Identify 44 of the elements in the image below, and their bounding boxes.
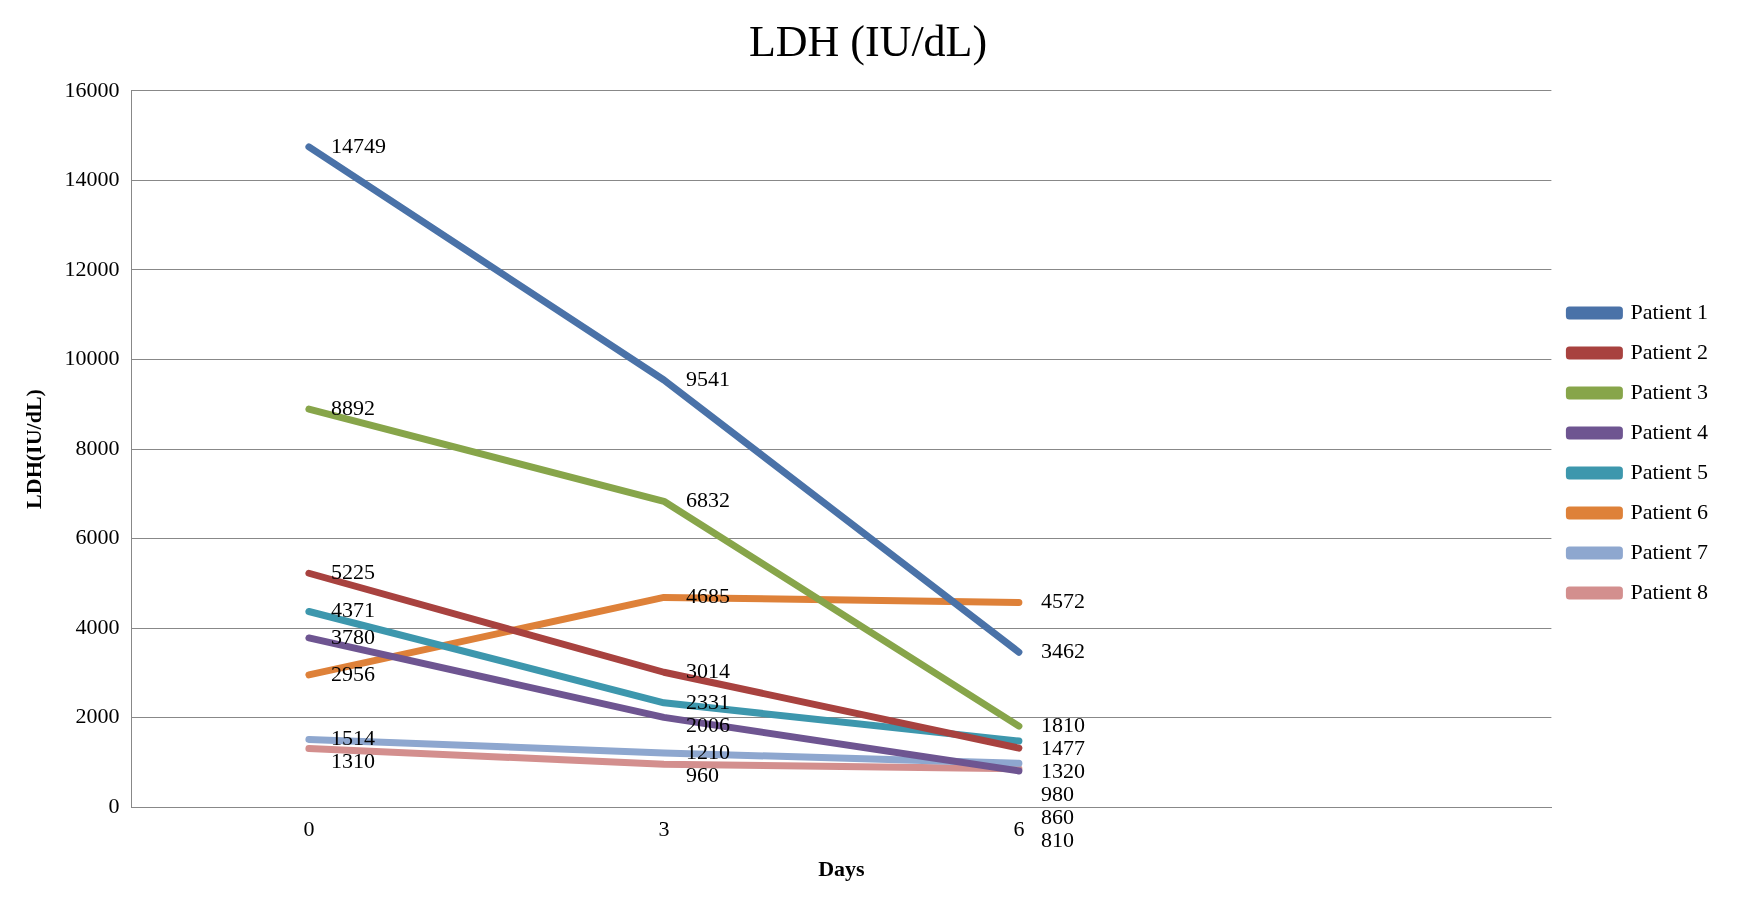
y-axis-title: LDH(IU/dL) bbox=[20, 389, 46, 509]
data-label: 810 bbox=[1040, 826, 1074, 852]
data-label: 860 bbox=[1040, 803, 1074, 829]
data-label: 1514 bbox=[330, 725, 375, 751]
legend-label: Patient 3 bbox=[1630, 378, 1709, 404]
y-tick-label: 6000 bbox=[75, 524, 120, 550]
data-label: 14749 bbox=[330, 132, 386, 158]
data-label: 4572 bbox=[1040, 588, 1085, 614]
data-label: 1210 bbox=[685, 738, 730, 764]
data-label: 1810 bbox=[1040, 711, 1085, 737]
legend-label: Patient 1 bbox=[1630, 298, 1709, 324]
data-label: 3780 bbox=[330, 623, 375, 649]
y-tick-label: 2000 bbox=[75, 703, 120, 729]
y-tick-label: 8000 bbox=[75, 434, 120, 460]
legend-label: Patient 6 bbox=[1630, 498, 1709, 524]
x-tick-label: 6 bbox=[1013, 816, 1025, 842]
data-label: 980 bbox=[1040, 780, 1074, 806]
data-label: 9541 bbox=[685, 365, 730, 391]
legend-label: Patient 7 bbox=[1630, 538, 1709, 564]
legend-label: Patient 2 bbox=[1630, 338, 1709, 364]
data-label: 3462 bbox=[1040, 637, 1085, 663]
x-axis-title: Days bbox=[818, 856, 866, 882]
legend-label: Patient 5 bbox=[1630, 458, 1709, 484]
y-tick-label: 16000 bbox=[64, 76, 120, 102]
chart-title: LDH (IU/dL) bbox=[748, 16, 988, 66]
legend-label: Patient 4 bbox=[1630, 418, 1709, 444]
y-tick-label: 12000 bbox=[64, 255, 120, 281]
x-tick-label: 0 bbox=[303, 816, 315, 842]
legend-label: Patient 8 bbox=[1630, 578, 1709, 604]
y-tick-label: 4000 bbox=[75, 613, 120, 639]
data-label: 2956 bbox=[330, 660, 375, 686]
x-tick-label: 3 bbox=[658, 816, 670, 842]
data-label: 8892 bbox=[330, 394, 375, 420]
data-label: 1477 bbox=[1040, 734, 1085, 760]
y-tick-label: 0 bbox=[108, 792, 120, 818]
data-label: 5225 bbox=[330, 559, 375, 585]
y-tick-label: 14000 bbox=[64, 166, 120, 192]
data-label: 3014 bbox=[685, 658, 730, 684]
y-tick-label: 10000 bbox=[64, 345, 120, 371]
data-label: 1310 bbox=[330, 748, 375, 774]
data-label: 4371 bbox=[330, 597, 375, 623]
data-label: 960 bbox=[685, 761, 719, 787]
data-label: 1320 bbox=[1040, 757, 1085, 783]
data-label: 6832 bbox=[685, 487, 730, 513]
